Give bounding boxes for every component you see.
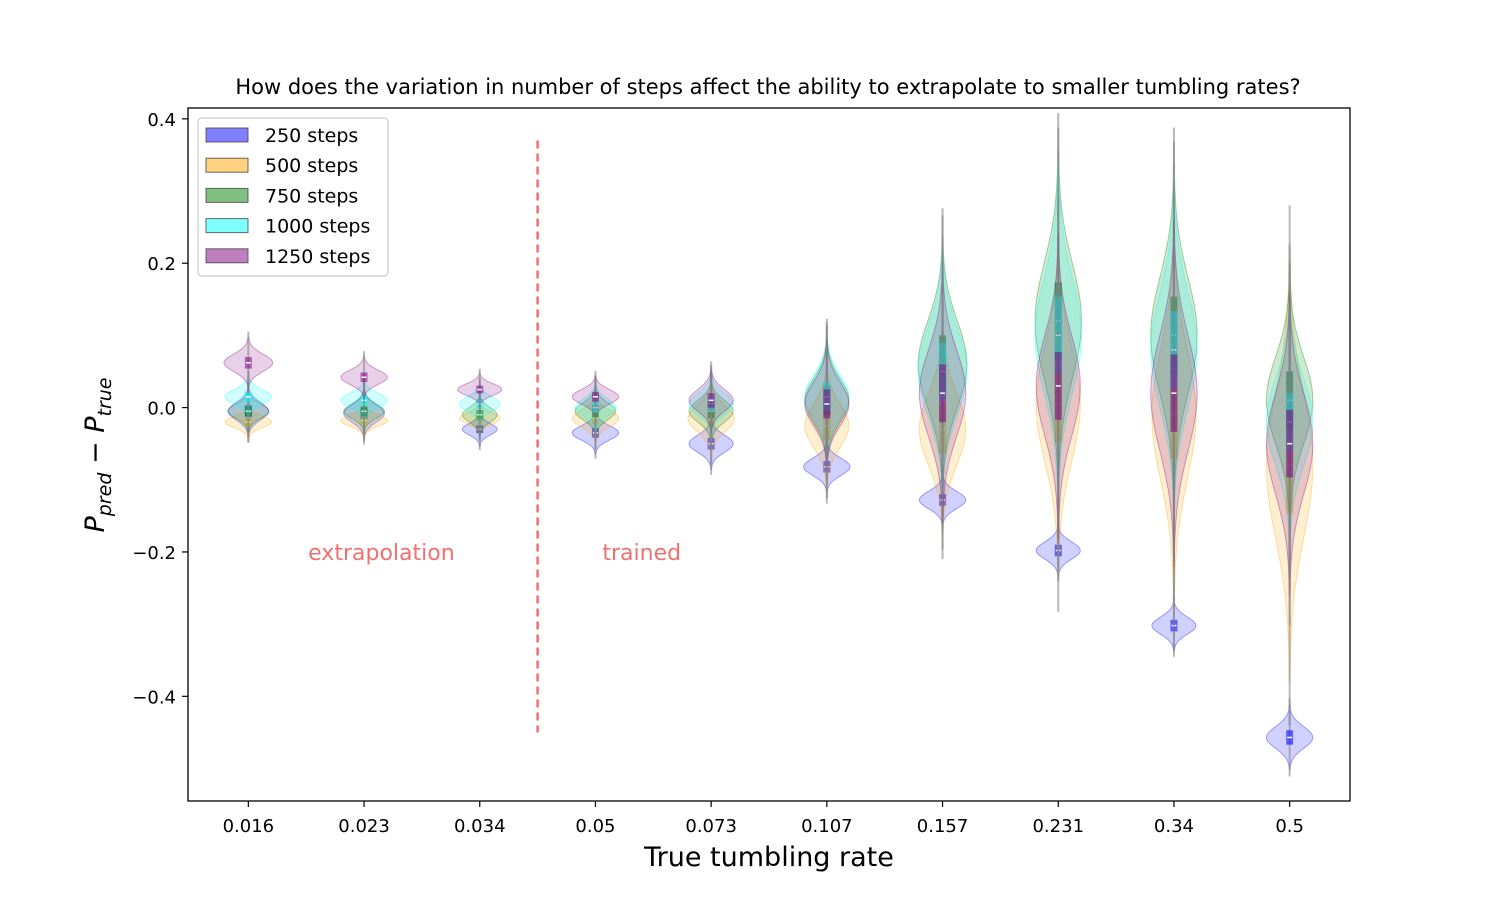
x-tick-label: 0.073	[685, 816, 737, 837]
legend: 250 steps 500 steps 750 steps 1000 steps 125…	[197, 117, 389, 277]
trained-label: trained	[602, 541, 681, 566]
plot-frame	[187, 107, 1351, 802]
violin-layer	[223, 113, 1314, 777]
y-tick-label: 0.4	[147, 110, 176, 131]
legend-swatch-750-steps	[205, 187, 249, 203]
x-tick-label: 0.107	[801, 816, 853, 837]
divider-layer: extrapolation trained	[308, 140, 681, 733]
y-tick-label: 0.0	[147, 399, 176, 420]
legend-swatch-500-steps	[205, 157, 249, 173]
y-axis: 0.4 0.2 0.0 −0.2 −0.4	[132, 110, 188, 708]
x-tick-label: 0.016	[223, 816, 275, 837]
legend-box	[197, 117, 389, 277]
legend-swatch-250-steps	[205, 127, 249, 143]
legend-label-250-steps: 250 steps	[265, 125, 358, 147]
legend-label-1000-steps: 1000 steps	[265, 216, 370, 238]
x-tick-label: 0.5	[1275, 816, 1304, 837]
legend-label-750-steps: 750 steps	[265, 185, 358, 207]
x-tick-label: 0.34	[1154, 816, 1194, 837]
legend-label-500-steps: 500 steps	[265, 155, 358, 177]
legend-swatch-1250-steps	[205, 248, 249, 264]
x-axis: 0.016 0.023 0.034 0.05 0.073 0.107 0.157 0.231 0…	[223, 801, 1304, 837]
x-axis-label: True tumbling rate	[643, 842, 894, 873]
y-label-sub-pred: pred	[94, 472, 116, 518]
y-label-main-2: P	[80, 416, 111, 433]
x-tick-label: 0.231	[1032, 816, 1084, 837]
y-label-minus: −	[80, 433, 111, 473]
extrapolation-label: extrapolation	[308, 541, 454, 566]
y-tick-label: 0.2	[147, 254, 176, 275]
chart-title: How does the variation in number of step…	[235, 75, 1300, 99]
x-tick-label: 0.023	[338, 816, 390, 837]
legend-label-1250-steps: 1250 steps	[265, 246, 370, 268]
y-label-sub-true: true	[94, 377, 116, 416]
y-tick-label: −0.2	[132, 543, 176, 564]
y-axis-label: Ppred − Ptrue	[80, 377, 116, 532]
y-tick-label: −0.4	[132, 687, 176, 708]
x-tick-label: 0.157	[917, 816, 969, 837]
legend-swatch-1000-steps	[205, 218, 249, 234]
x-tick-label: 0.05	[575, 816, 615, 837]
x-tick-label: 0.034	[454, 816, 506, 837]
y-label-main: P	[80, 516, 111, 533]
